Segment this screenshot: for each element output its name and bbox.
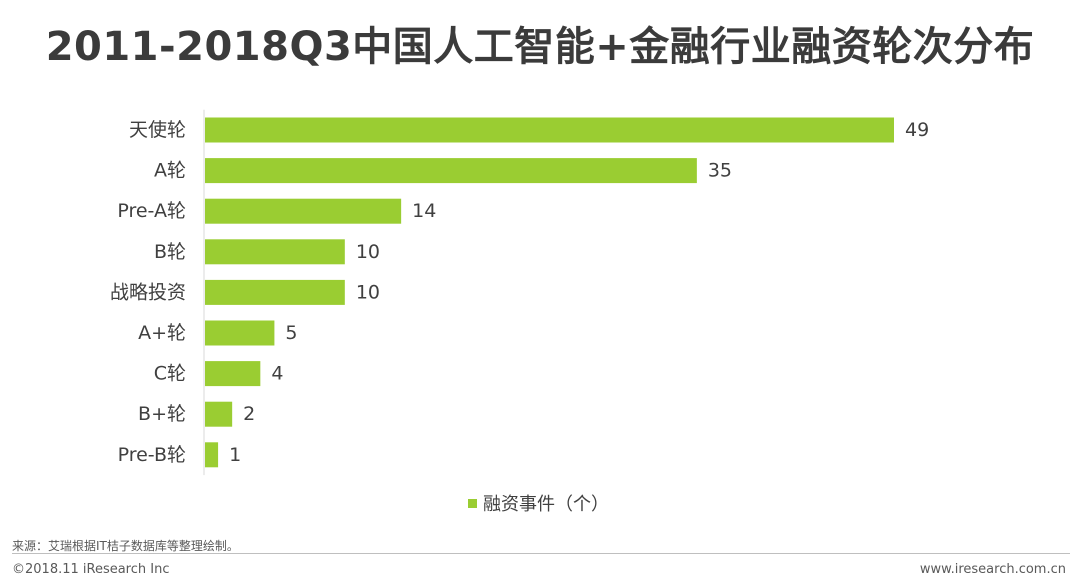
value-label: 5 — [285, 322, 297, 344]
bar — [205, 158, 697, 184]
bar — [205, 117, 894, 143]
source-note: 来源：艾瑞根据IT桔子数据库等整理绘制。 — [12, 539, 239, 553]
bar — [205, 198, 402, 224]
bar — [205, 279, 345, 305]
value-label: 35 — [708, 160, 732, 182]
category-label: A轮 — [154, 160, 186, 182]
value-label: 1 — [229, 444, 241, 466]
website-url: www.iresearch.com.cn — [919, 562, 1066, 577]
bar — [205, 361, 261, 387]
copyright-text: ©2018.11 iResearch Inc — [12, 562, 170, 577]
category-label: Pre-A轮 — [117, 200, 186, 222]
value-label: 10 — [356, 281, 380, 303]
category-label: B轮 — [154, 241, 186, 263]
category-label: C轮 — [154, 363, 186, 385]
chart-title: 2011-2018Q3中国人工智能+金融行业融资轮次分布 — [45, 24, 1035, 70]
value-label: 2 — [243, 403, 255, 425]
value-label: 10 — [356, 241, 380, 263]
value-label: 49 — [905, 119, 929, 141]
bar — [205, 401, 233, 427]
category-label: Pre-B轮 — [118, 444, 186, 466]
chart-legend: 融资事件（个） — [468, 490, 609, 516]
value-label: 14 — [412, 200, 436, 222]
value-label: 4 — [271, 363, 283, 385]
legend-label: 融资事件（个） — [483, 494, 609, 515]
footer-divider — [12, 553, 1070, 554]
category-label: 战略投资 — [110, 281, 186, 303]
category-label: B+轮 — [138, 403, 186, 425]
bar — [205, 442, 219, 468]
category-label: A+轮 — [138, 322, 186, 344]
bar — [205, 320, 275, 346]
legend-swatch — [468, 498, 477, 508]
bar — [205, 239, 345, 265]
category-label: 天使轮 — [129, 119, 186, 141]
